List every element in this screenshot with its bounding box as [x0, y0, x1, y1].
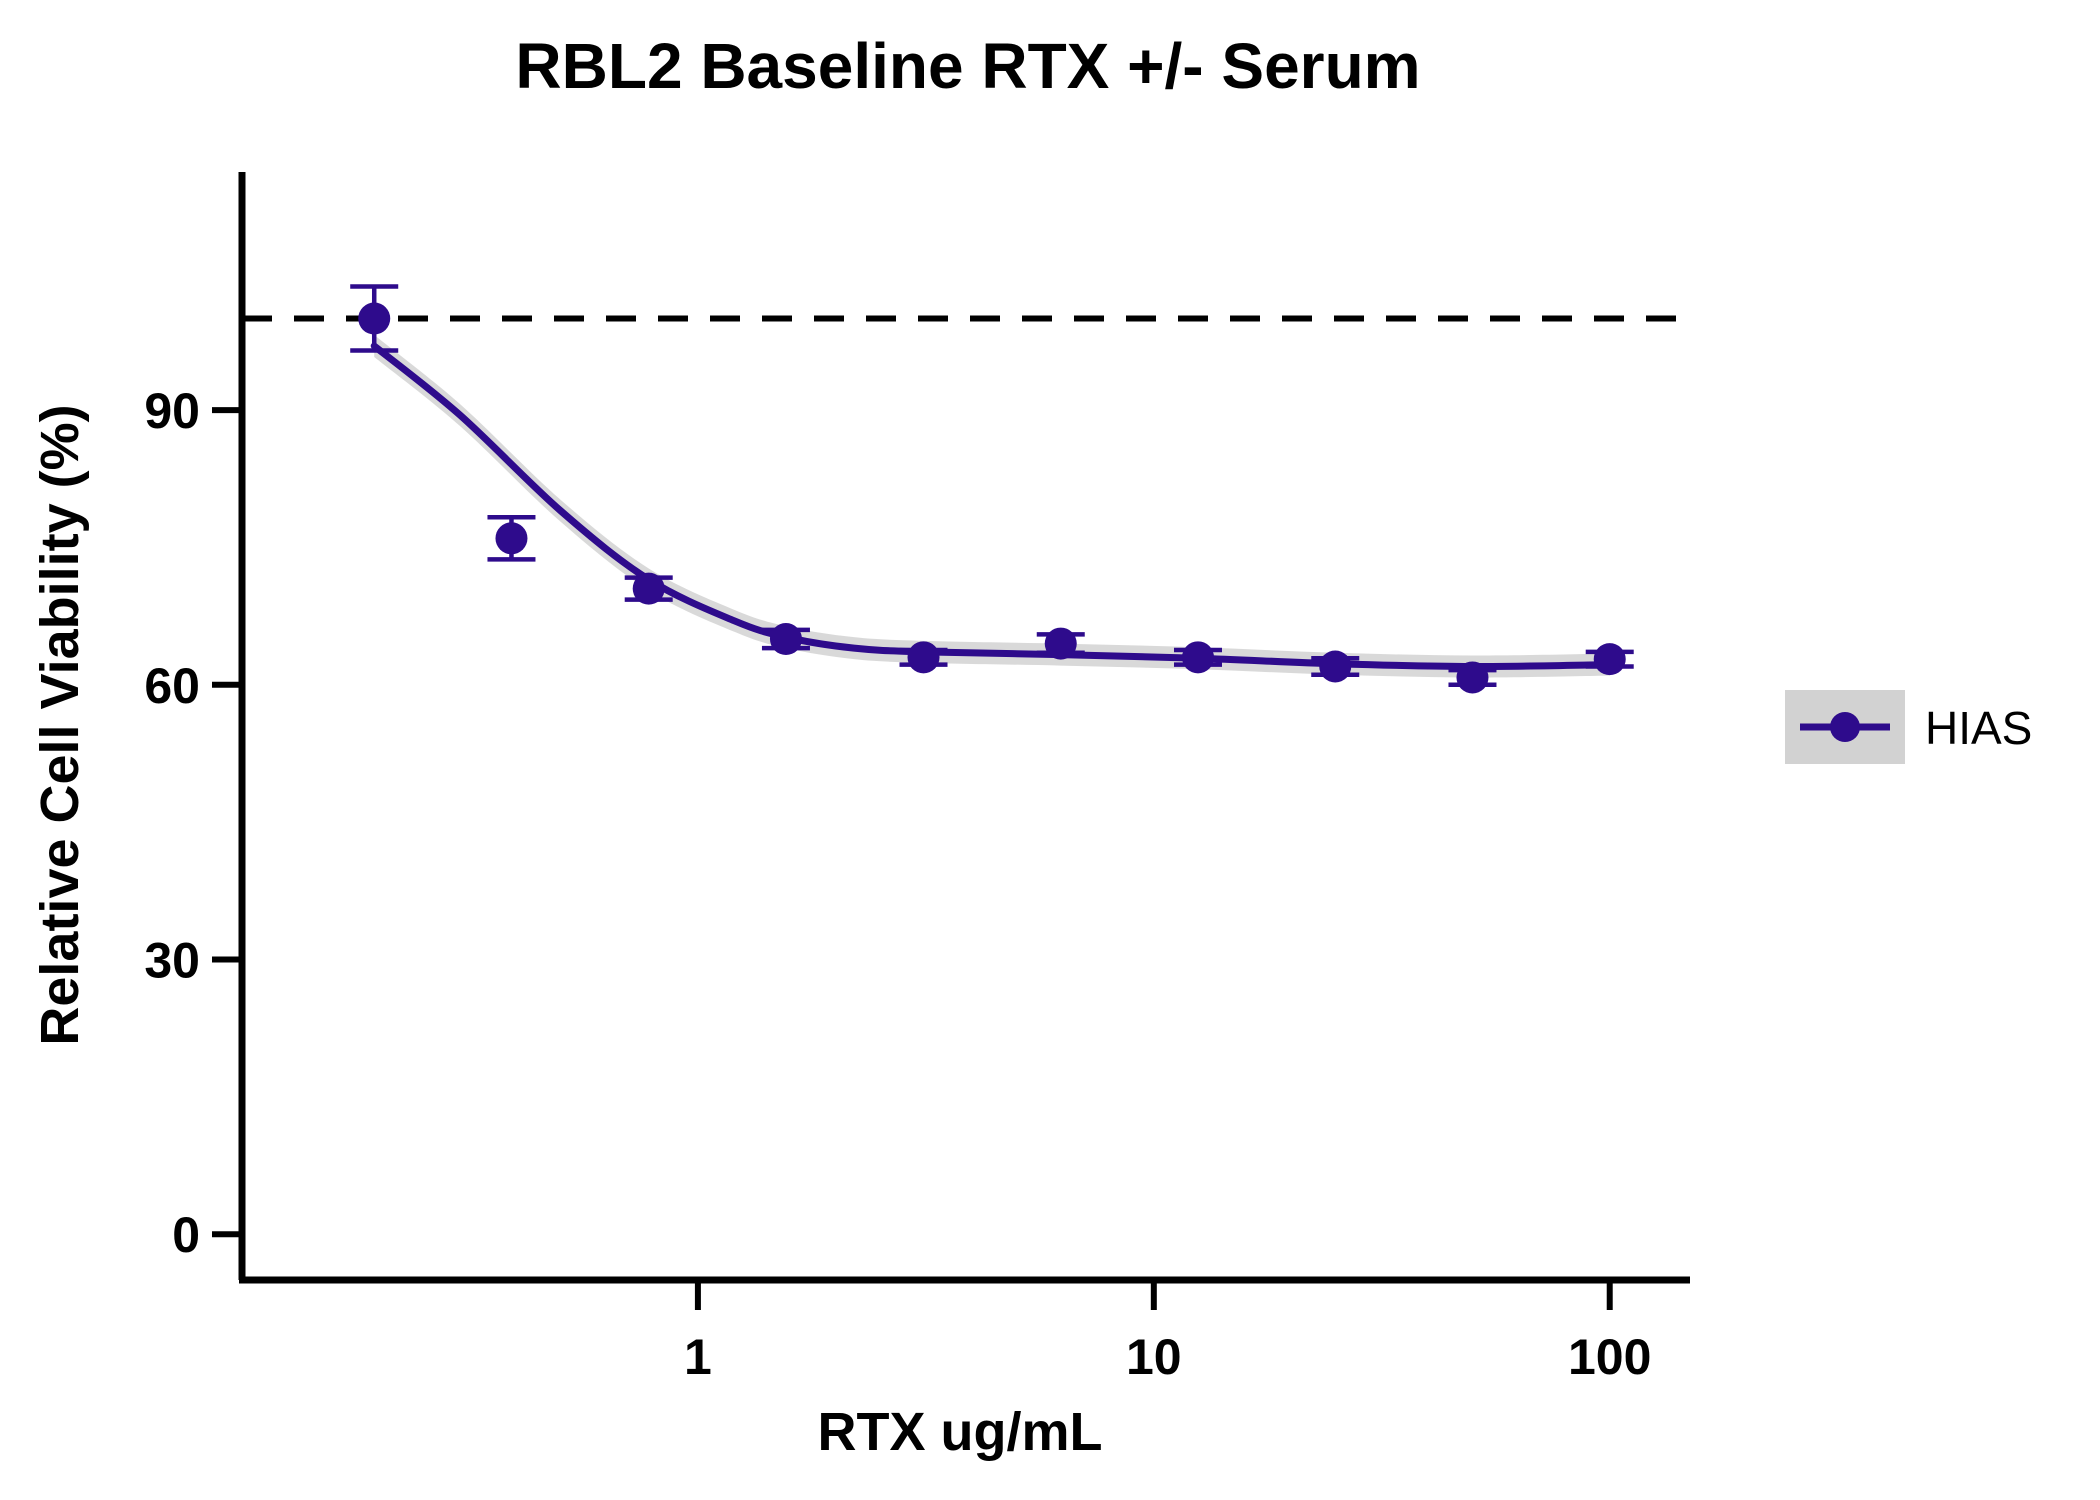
y-tick-label: 90	[144, 383, 200, 439]
x-tick-label: 10	[1126, 1329, 1182, 1385]
confidence-band	[374, 334, 1610, 678]
data-point	[632, 572, 665, 605]
fit-curve	[370, 342, 1614, 670]
x-axis-label: RTX ug/mL	[818, 1402, 1103, 1462]
legend: HIAS	[1785, 690, 2032, 764]
data-point	[769, 623, 802, 656]
y-tick-label: 30	[144, 933, 200, 989]
x-tick-label: 100	[1568, 1329, 1651, 1385]
x-tick-label: 1	[684, 1329, 712, 1385]
data-point	[907, 641, 940, 674]
data-point	[1044, 627, 1077, 660]
y-tick-label: 0	[172, 1207, 200, 1263]
data-point	[358, 302, 391, 335]
y-axis-label: Relative Cell Viability (%)	[30, 404, 90, 1045]
data-point	[1319, 650, 1352, 683]
data-point	[495, 522, 528, 555]
data-point	[1593, 643, 1626, 676]
plot-area	[242, 284, 1690, 694]
legend-label-hias: HIAS	[1925, 702, 2032, 754]
chart-title: RBL2 Baseline RTX +/- Serum	[515, 30, 1420, 102]
data-point	[1181, 641, 1214, 674]
axes: 0 30 60 90 1 10 100	[144, 172, 1690, 1385]
legend-marker	[1830, 712, 1860, 742]
y-tick-label: 60	[144, 658, 200, 714]
data-point	[1456, 661, 1489, 694]
